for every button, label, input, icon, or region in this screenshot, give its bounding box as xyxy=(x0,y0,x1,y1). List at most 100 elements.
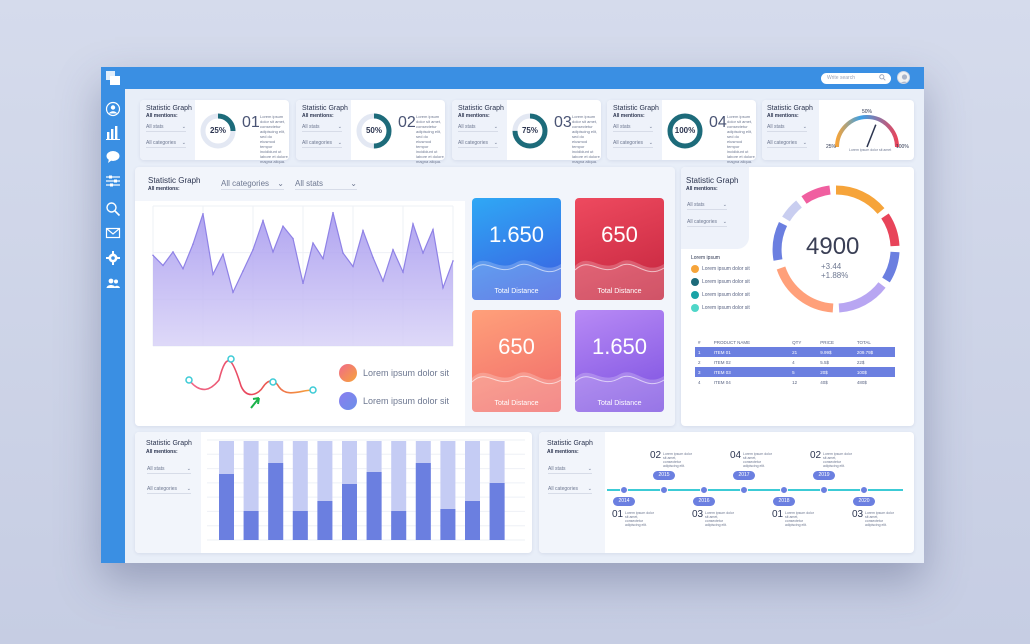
area-point xyxy=(352,265,354,268)
bar[interactable] xyxy=(342,484,357,540)
search-icon[interactable] xyxy=(105,201,121,217)
mail-icon[interactable] xyxy=(105,225,121,241)
timeline-node[interactable] xyxy=(620,486,628,494)
bar[interactable] xyxy=(219,474,234,540)
users-icon[interactable] xyxy=(105,275,121,291)
stats-dropdown[interactable]: All stats ⌄ xyxy=(302,124,342,132)
area-point xyxy=(412,223,414,225)
card-index: 02 xyxy=(398,114,416,131)
timeline-year[interactable]: 2015 xyxy=(653,471,675,480)
avatar[interactable] xyxy=(897,71,910,84)
table-row[interactable]: 4 ITEM 04 12 40$ 480$ xyxy=(695,377,895,387)
metric-tile[interactable]: 1.650 Total Distance xyxy=(472,198,561,300)
timeline-text: Lorem ipsum dolor sit amet, consectetur … xyxy=(625,511,654,527)
categories-dropdown[interactable]: All categories ⌄ xyxy=(548,486,592,494)
bar[interactable] xyxy=(243,511,259,540)
table-cell: 4 xyxy=(792,359,795,365)
donut-fill xyxy=(667,113,703,149)
bar[interactable] xyxy=(415,463,431,540)
bar[interactable] xyxy=(366,472,382,540)
timeline-number: 03 xyxy=(852,509,864,520)
area-point xyxy=(302,282,304,285)
tile-value: 1.650 xyxy=(591,334,648,359)
bar[interactable] xyxy=(465,501,480,540)
categories-dropdown[interactable]: All categories ⌄ xyxy=(147,486,191,494)
bar[interactable] xyxy=(292,511,308,540)
categories-dropdown[interactable]: All categories ⌄ xyxy=(458,140,498,148)
timeline-number: 04 xyxy=(730,450,742,461)
metric-tile[interactable]: 650 Total Distance xyxy=(575,198,664,300)
bar[interactable] xyxy=(268,463,284,540)
table-cell: 40$ xyxy=(820,379,828,385)
categories-dropdown[interactable]: All categories ⌄ xyxy=(146,140,186,148)
card-title: Statistic Graph xyxy=(613,105,659,112)
legend-label: Lorem ipsum dolor sit xyxy=(702,305,750,311)
cursor-arrow-icon xyxy=(250,397,260,409)
table-row[interactable]: 3 ITEM 03 5 20$ 100$ xyxy=(695,367,895,377)
timeline-year[interactable]: 2016 xyxy=(693,497,715,506)
sliders-icon[interactable] xyxy=(105,173,121,189)
timeline-node[interactable] xyxy=(860,486,868,494)
donut-fill xyxy=(200,113,236,149)
timeline-node[interactable] xyxy=(820,486,828,494)
bar[interactable] xyxy=(489,483,505,540)
area-point xyxy=(292,237,294,240)
search-icon[interactable] xyxy=(879,74,886,81)
categories-dropdown[interactable]: All categories ⌄ xyxy=(613,140,653,148)
user-icon[interactable] xyxy=(105,101,121,117)
timeline-year[interactable]: 2018 xyxy=(773,497,795,506)
stats-dropdown[interactable]: All stats ⌄ xyxy=(613,124,653,132)
bar[interactable] xyxy=(317,501,333,540)
stats-dropdown[interactable]: All stats ⌄ xyxy=(295,179,357,190)
ring-segment xyxy=(881,213,900,247)
timeline-year[interactable]: 2017 xyxy=(733,471,755,480)
search-input[interactable]: Write search xyxy=(821,73,891,84)
stat-card: Statistic Graph All mentions: All stats ⌄… xyxy=(140,100,289,164)
timeline-year[interactable]: 2020 xyxy=(853,497,875,506)
gauge-mid-label: 50% xyxy=(862,109,873,115)
card-title: Statistic Graph xyxy=(767,105,813,112)
stats-dropdown[interactable]: All stats ⌄ xyxy=(767,124,807,132)
timeline-node[interactable] xyxy=(740,486,748,494)
legend-dot xyxy=(691,278,699,286)
curve-point xyxy=(269,378,277,386)
table-cell: ITEM 04 xyxy=(713,379,731,385)
product-table: # PRODUCT NAME QTY PRICE TOTAL 1 ITEM 01 21 9.99… xyxy=(695,337,895,387)
chat-icon[interactable] xyxy=(105,149,121,165)
stats-dropdown[interactable]: All stats ⌄ xyxy=(458,124,498,132)
area-point xyxy=(162,264,164,267)
stats-dropdown[interactable]: All stats ⌄ xyxy=(687,202,727,210)
stats-dropdown[interactable]: All stats ⌄ xyxy=(548,466,592,474)
metric-tile[interactable]: 1.650 Total Distance xyxy=(575,310,664,412)
timeline-node[interactable] xyxy=(780,486,788,494)
categories-dropdown[interactable]: All categories ⌄ xyxy=(687,219,727,227)
card-subtitle: All mentions: xyxy=(146,113,178,119)
timeline-node[interactable] xyxy=(700,486,708,494)
timeline-year[interactable]: 2014 xyxy=(613,497,635,506)
metric-tile[interactable]: 650 Total Distance xyxy=(472,310,561,412)
bar-chart-icon[interactable] xyxy=(105,124,121,140)
gear-icon[interactable] xyxy=(105,250,121,266)
card-index: 04 xyxy=(709,114,727,131)
categories-dropdown[interactable]: All categories ⌄ xyxy=(221,179,284,190)
sidebar xyxy=(101,89,125,563)
table-row[interactable]: 1 ITEM 01 21 9.99$ 209.79$ xyxy=(695,347,895,357)
ring-segment xyxy=(772,222,788,261)
panel-subtitle: All mentions: xyxy=(146,449,178,455)
categories-dropdown[interactable]: All categories ⌄ xyxy=(767,140,807,148)
area-point xyxy=(442,287,444,289)
table-row[interactable]: 2 ITEM 02 4 5.5$ 22$ xyxy=(695,357,895,367)
search-placeholder: Write search xyxy=(827,75,855,81)
timeline-node[interactable] xyxy=(660,486,668,494)
area-point xyxy=(422,252,424,254)
card-title: Statistic Graph xyxy=(146,105,192,112)
area-point xyxy=(372,256,374,259)
bar[interactable] xyxy=(391,511,407,540)
categories-dropdown[interactable]: All categories ⌄ xyxy=(302,140,342,148)
app-logo-icon[interactable] xyxy=(106,71,120,85)
stats-dropdown[interactable]: All stats ⌄ xyxy=(146,124,186,132)
timeline-year[interactable]: 2019 xyxy=(813,471,835,480)
stats-dropdown[interactable]: All stats ⌄ xyxy=(147,466,191,474)
bar[interactable] xyxy=(440,509,456,540)
curve-point xyxy=(185,376,193,384)
